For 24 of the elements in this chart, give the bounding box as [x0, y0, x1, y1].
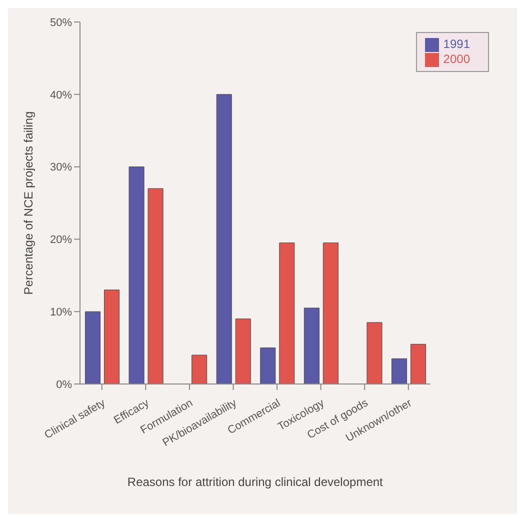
x-axis-title: Reasons for attrition during clinical development: [127, 475, 384, 489]
y-tick-label: 30%: [50, 162, 72, 174]
bar: [260, 348, 276, 384]
bar: [279, 242, 295, 384]
legend-label: 1991: [443, 37, 470, 51]
bar: [148, 188, 164, 384]
bar: [410, 344, 426, 384]
y-tick-label: 40%: [50, 89, 72, 102]
bar: [85, 311, 101, 384]
y-tick-label: 50%: [50, 16, 72, 29]
bar: [392, 358, 408, 384]
bar: [304, 308, 320, 384]
y-tick-label: 0%: [56, 378, 72, 391]
bar: [104, 290, 120, 384]
bar: [192, 354, 208, 384]
y-tick-label: 20%: [50, 234, 72, 246]
bar: [366, 322, 382, 384]
bar: [322, 242, 338, 384]
legend-label: 2000: [443, 52, 470, 66]
bar: [216, 94, 232, 384]
y-axis-title: Percentage of NCE projects failing: [21, 111, 36, 295]
y-tick-label: 10%: [50, 306, 72, 319]
bar: [128, 166, 144, 384]
bar: [235, 318, 251, 384]
